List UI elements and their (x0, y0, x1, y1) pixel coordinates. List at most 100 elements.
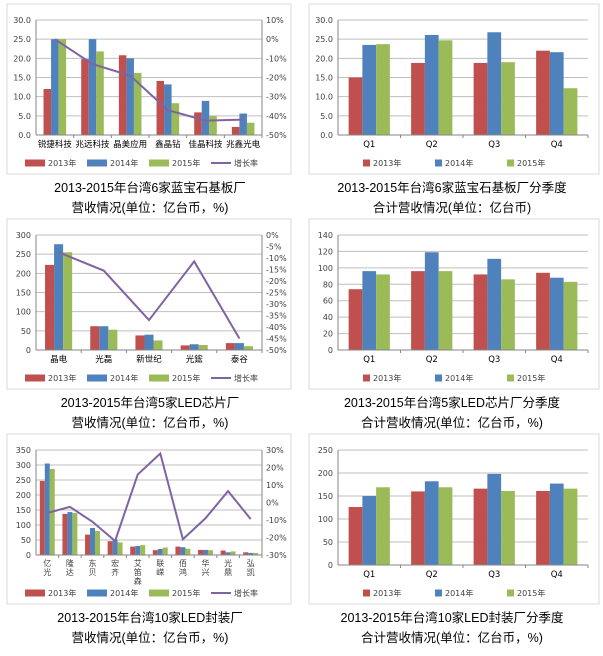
x-tick-label: 泰谷 (231, 354, 249, 365)
bar-2014 (424, 34, 439, 136)
y-tick-label: 15.0 (315, 74, 333, 83)
legend-label: 2015年 (517, 588, 545, 598)
x-tick-label: Q3 (488, 570, 500, 580)
legend-swatch (87, 159, 107, 167)
x-tick-label: 兆鑫光电 (226, 139, 261, 150)
legend-label: 2014年 (110, 588, 138, 598)
legend-label: 2013年 (48, 373, 76, 383)
bar-2014 (144, 334, 154, 350)
chart-panel: 0 50 100 150 200 250 300 -50% -45% -40% -35% -30% -2… (0, 215, 300, 433)
y-tick-label: 150 (16, 289, 31, 298)
growth-rate-line (54, 38, 244, 122)
bar-2015 (563, 488, 578, 565)
chart-caption: 2013-2015年台湾6家蓝宝石基板厂 (54, 181, 246, 195)
bar-2013 (536, 490, 550, 565)
x-tick-label: 佳晶科技 (188, 139, 223, 150)
y-tick-label: 100 (16, 521, 31, 530)
x-tick-label: 新世纪 (136, 354, 162, 365)
x-tick-label: 隆达 (66, 558, 74, 577)
y-tick-label: 25.0 (315, 35, 333, 44)
bar-2013 (130, 546, 136, 555)
legend-swatch (435, 159, 442, 167)
legend-label: 2015年 (172, 373, 200, 383)
y-tick-label: 300 (16, 231, 31, 240)
y2-tick-label: -10% (266, 54, 287, 63)
chart-caption: 2013-2015年台湾5家LED芯片厂 (60, 396, 240, 410)
bar-2013 (225, 343, 235, 350)
y-tick-label: 0 (328, 346, 333, 355)
bar-2015 (246, 122, 255, 135)
x-tick-label: 华兴 (202, 558, 210, 577)
bar-2014 (487, 32, 502, 136)
legend-label: 2014年 (110, 158, 138, 168)
bar-2014 (54, 244, 64, 350)
y2-tick-label: 0% (266, 499, 279, 508)
bar-2014 (362, 44, 377, 135)
bar-2013 (198, 549, 204, 555)
x-tick-label: 锐捷科技 (38, 139, 73, 150)
y2-tick-label: 0% (266, 35, 279, 44)
bar-2013 (90, 326, 100, 350)
chart-caption: 2013-2015年台湾5家LED芯片厂分季度 (343, 396, 561, 410)
y-tick-label: 20.0 (315, 54, 333, 63)
legend-swatch (363, 589, 370, 597)
y2-tick-label: 30% (266, 446, 284, 455)
y-tick-label: 0 (328, 561, 333, 570)
x-tick-label: 晶美应用 (113, 139, 147, 150)
y-tick-label: 10.0 (13, 93, 31, 102)
x-tick-label: Q4 (551, 570, 563, 580)
chart: 0 50 100 150 200 250 300 350 -30% -20% -10% 0% 10% 20… (6, 433, 292, 605)
x-tick-label: Q3 (488, 140, 500, 150)
chart-caption: 营收情况(单位：亿台币，%) (71, 416, 229, 430)
y-tick-label: 250 (318, 446, 333, 455)
y-tick-label: 0 (26, 346, 31, 355)
x-tick-label: 晶电 (50, 354, 68, 365)
legend-swatch (363, 374, 370, 382)
bar-2014 (487, 473, 502, 565)
legend-label: 2013年 (373, 158, 401, 168)
y2-tick-label: -10% (266, 254, 287, 263)
x-tick-label: 宏齐 (111, 558, 119, 577)
bar-2013 (135, 335, 145, 350)
bar-2013 (220, 550, 226, 555)
chart: 0 50 100 150 200 250 300 -50% -45% -40% -35% -30% -2… (6, 218, 292, 390)
bar-2013 (62, 513, 68, 555)
y-tick-label: 200 (16, 269, 31, 278)
bar-2014 (51, 39, 59, 135)
x-tick-label: 亿光 (43, 558, 51, 577)
bar-2014 (203, 549, 208, 555)
bar-2015 (563, 281, 578, 350)
x-tick-label: Q1 (363, 355, 375, 365)
x-tick-label: 佰鸿 (179, 558, 187, 577)
legend-label: 2013年 (48, 588, 76, 598)
bar-2013 (243, 552, 249, 555)
bar-2014 (225, 552, 231, 555)
bar-2015 (209, 115, 217, 135)
bar-2014 (239, 113, 247, 135)
chart: 0 20 40 60 80 100 120 140 Q1 Q2 Q3 Q4 2013年 2014年 2015… (308, 218, 600, 390)
x-tick-label: 联嵘 (156, 559, 164, 577)
bar-2013 (118, 55, 127, 136)
bar-2014 (362, 271, 377, 350)
x-tick-label: 艾笛森 (134, 559, 142, 586)
growth-rate-line (47, 451, 252, 543)
y-tick-label: 100 (16, 308, 31, 317)
bar-2015 (162, 547, 168, 555)
chart-caption: 合计营收情况(单位：亿台币，%) (361, 631, 543, 645)
legend-swatch (149, 159, 169, 167)
y-tick-label: 20 (323, 330, 333, 339)
bar-2013 (536, 50, 550, 135)
y-tick-label: 10.0 (315, 93, 333, 102)
y2-tick-label: -45% (266, 335, 287, 344)
x-tick-label: 鑫晶钻 (155, 139, 181, 150)
y-tick-label: 250 (16, 476, 31, 485)
legend-swatch (25, 589, 45, 597)
bar-2014 (189, 344, 199, 350)
bar-2014 (201, 100, 210, 135)
bar-2015 (207, 550, 213, 555)
legend-swatch (87, 589, 107, 597)
chart-caption: 合计营收情况(单位：亿台币，%) (361, 416, 543, 430)
x-tick-label: Q2 (426, 355, 438, 365)
bar-2013 (473, 488, 488, 565)
x-tick-label: Q4 (551, 355, 563, 365)
